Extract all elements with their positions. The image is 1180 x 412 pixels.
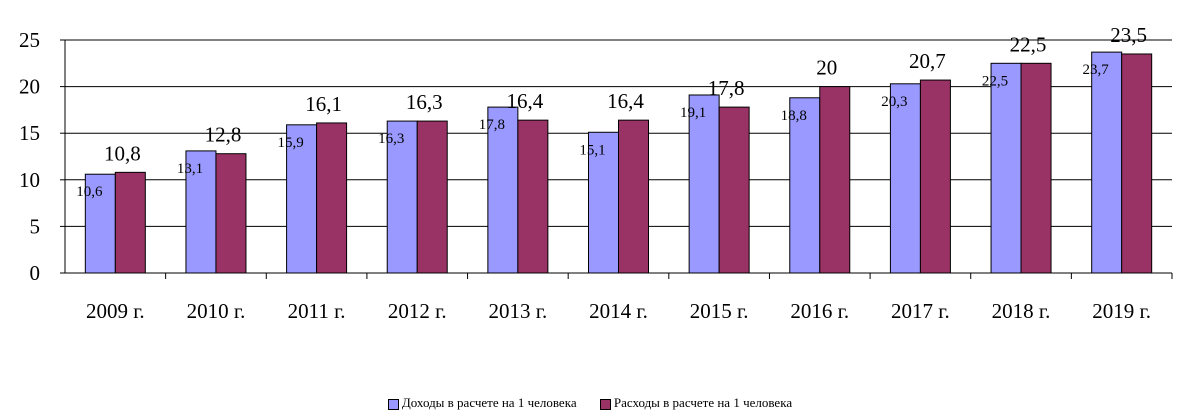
bar-income: [386, 120, 418, 274]
data-label-expenses: 16,4: [506, 89, 543, 113]
data-label-expenses: 10,8: [104, 141, 141, 165]
legend-item-income: Доходы в расчете на 1 человека: [387, 395, 577, 411]
bar-income: [789, 97, 821, 274]
bar-income: [84, 173, 116, 274]
bar-expenses: [517, 119, 549, 274]
data-label-income: 15,1: [579, 142, 605, 158]
data-label-income: 20,3: [881, 94, 907, 110]
y-tick-label: 15: [19, 121, 40, 145]
data-label-income: 17,8: [479, 117, 505, 133]
data-label-income: 18,8: [781, 108, 807, 124]
x-tick-label: 2013 г.: [488, 299, 547, 323]
y-tick-label: 25: [19, 28, 40, 52]
bar-expenses: [114, 171, 146, 274]
x-tick-label: 2015 г.: [690, 299, 749, 323]
x-tick-label: 2009 г.: [86, 299, 145, 323]
data-label-expenses: 22,5: [1010, 32, 1047, 56]
bar-expenses: [215, 153, 247, 274]
data-label-expenses: 16,1: [305, 92, 342, 116]
legend-label-expenses: Расходы в расчете на 1 человека: [613, 395, 793, 411]
data-label-expenses: 12,8: [205, 123, 242, 147]
x-tick-label: 2014 г.: [589, 299, 648, 323]
data-label-expenses: 16,4: [607, 89, 644, 113]
y-axis: 0 5 10 15 20 25: [19, 28, 66, 285]
x-axis: 2009 г. 2010 г. 2011 г. 2012 г. 2013 г. 2014 …: [65, 272, 1173, 323]
data-label-expenses: 16,3: [406, 90, 443, 114]
data-label-income: 19,1: [680, 105, 706, 121]
data-label-expenses: 20,7: [909, 49, 946, 73]
x-tick-label: 2019 г.: [1092, 299, 1151, 323]
data-label-expenses: 20: [816, 56, 837, 80]
data-label-income: 23,7: [1083, 62, 1110, 78]
data-label-income: 10,6: [76, 184, 103, 200]
bar-income: [588, 131, 619, 274]
y-tick-label: 5: [30, 214, 41, 238]
x-tick-label: 2017 г.: [891, 299, 950, 323]
data-label-income: 16,3: [378, 131, 404, 147]
data-label-income: 15,9: [277, 135, 303, 151]
data-label-income: 13,1: [177, 161, 203, 177]
data-label-expenses: 17,8: [708, 76, 745, 100]
legend-label-income: Доходы в расчете на 1 человека: [401, 395, 577, 411]
legend: Доходы в расчете на 1 человека Расходы в…: [0, 394, 1180, 411]
bar-income: [1091, 51, 1123, 274]
legend-swatch-income: [387, 398, 399, 410]
data-label-income: 22,5: [982, 73, 1008, 89]
bar-expenses: [919, 79, 951, 274]
bar-expenses: [1121, 53, 1153, 274]
bars: [84, 51, 1153, 274]
bar-expenses: [1020, 62, 1052, 274]
x-tick-label: 2018 г.: [992, 299, 1051, 323]
bar-income: [487, 106, 519, 274]
bar-expenses: [718, 106, 750, 274]
bar-expenses: [618, 119, 649, 274]
y-tick-label: 10: [19, 168, 40, 192]
bar-expenses: [819, 86, 851, 274]
x-tick-label: 2011 г.: [288, 299, 346, 323]
x-tick-label: 2010 г.: [187, 299, 246, 323]
legend-item-expenses: Расходы в расчете на 1 человека: [599, 395, 793, 411]
bar-expenses: [316, 122, 348, 274]
bar-expenses: [416, 120, 448, 274]
bar-income: [990, 62, 1022, 274]
x-tick-label: 2012 г.: [388, 299, 447, 323]
data-labels: 10,610,813,112,8 15,916,116,316,317,816,4…: [76, 23, 1147, 200]
bar-income: [688, 94, 720, 274]
data-label-expenses: 23,5: [1110, 23, 1147, 47]
y-tick-label: 20: [19, 75, 40, 99]
y-tick-label: 0: [30, 261, 41, 285]
x-tick-label: 2016 г.: [790, 299, 849, 323]
bar-chart: 0 5 10 15 20 25 10,6 10,8 13,112,8 15,9 16,1 16,3 1…: [19, 23, 1173, 323]
bar-income: [889, 83, 921, 274]
legend-swatch-expenses: [599, 398, 611, 410]
